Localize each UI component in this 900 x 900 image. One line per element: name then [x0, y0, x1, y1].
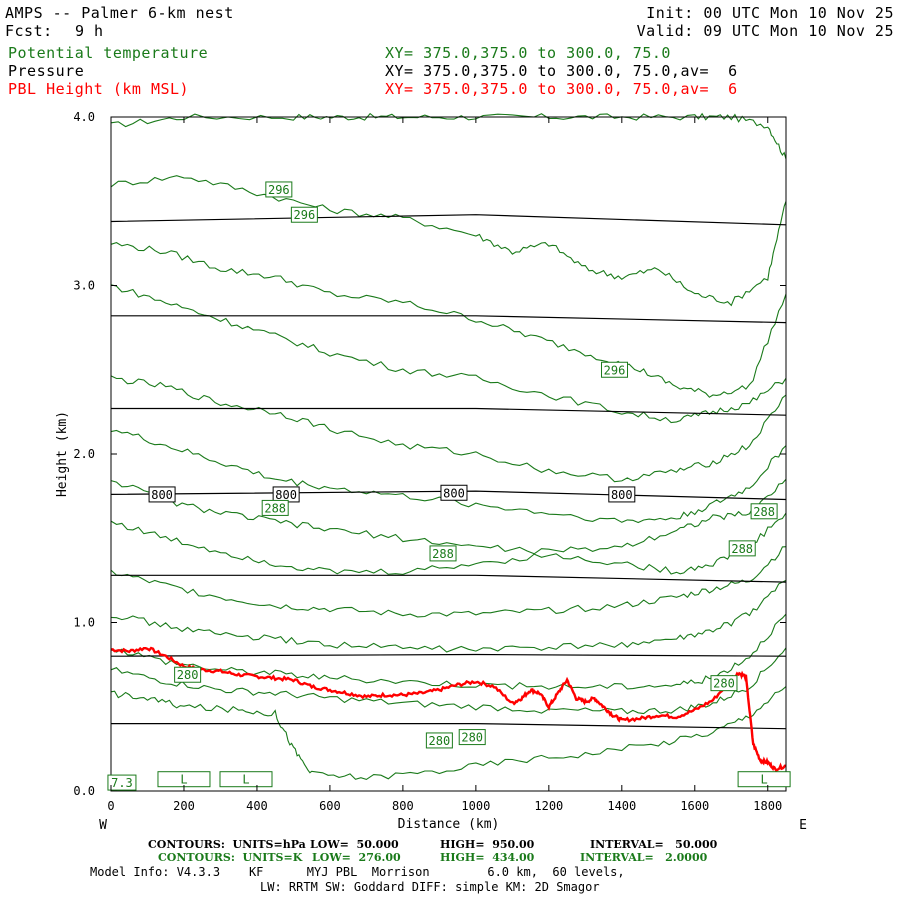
corner-label-box — [107, 774, 137, 791]
footer-hpa-high: HIGH= 950.00 — [440, 838, 535, 851]
low-label-box — [219, 771, 273, 788]
footer-model-info-2: LW: RRTM SW: Goddard DIFF: simple KM: 2D… — [260, 880, 600, 894]
chart-title: AMPS -- Palmer 6-km nest — [5, 4, 234, 22]
x-tick-label: 1200 — [534, 799, 563, 813]
low-label-box — [737, 771, 791, 788]
theta-label: 296 — [604, 363, 626, 377]
west-label: W — [99, 818, 107, 833]
pressure-label: 800 — [443, 486, 465, 500]
theta-label-box — [429, 545, 457, 562]
pressure-contour — [111, 407, 787, 416]
legend-pressure-name: Pressure — [8, 62, 85, 80]
pressure-label: 800 — [151, 488, 173, 502]
theta-contour — [110, 375, 787, 483]
x-tick-label: 800 — [392, 799, 414, 813]
x-tick-label: 0 — [107, 799, 114, 813]
low-label: L — [180, 773, 187, 787]
theta-label: 280 — [713, 677, 735, 691]
y-tick-label: 0.0 — [73, 784, 95, 798]
pressure-contour — [110, 490, 787, 501]
theta-contour — [110, 429, 787, 524]
theta-label: 288 — [432, 547, 454, 561]
valid-time: Valid: 09 UTC Mon 10 Nov 25 — [636, 22, 894, 40]
forecast-value: 9 h — [75, 22, 104, 40]
y-axis-title: Height (km) — [55, 411, 70, 497]
theta-contour — [110, 112, 787, 160]
theta-contour — [110, 242, 787, 398]
init-time: Init: 00 UTC Mon 10 Nov 25 — [646, 4, 894, 22]
theta-label-box — [750, 503, 778, 520]
pressure-contour — [111, 574, 787, 583]
theta-contour — [110, 647, 787, 715]
theta-label-box — [174, 666, 202, 683]
theta-label: 288 — [264, 501, 286, 515]
x-tick-label: 1800 — [753, 799, 782, 813]
corner-label: 7.3 — [111, 776, 133, 790]
theta-label-box — [728, 540, 756, 557]
pressure-label-box — [608, 486, 636, 503]
theta-label-box — [458, 729, 486, 746]
theta-label: 280 — [177, 668, 199, 682]
theta-label: 288 — [753, 505, 775, 519]
x-tick-label: 1600 — [680, 799, 709, 813]
footer-hpa-units: CONTOURS: UNITS=hPa — [148, 838, 306, 851]
footer-k-interval: INTERVAL= 2.0000 — [580, 851, 708, 864]
theta-label-box — [601, 361, 629, 378]
pressure-label: 800 — [275, 488, 297, 502]
theta-label: 280 — [461, 731, 483, 745]
pressure-label-box — [440, 484, 468, 501]
theta-label-box — [261, 499, 289, 516]
theta-contour — [110, 284, 787, 424]
theta-label-box — [425, 732, 453, 749]
footer-hpa-low: LOW= 50.000 — [310, 838, 399, 851]
x-tick-label: 1400 — [607, 799, 636, 813]
theta-contour — [110, 579, 787, 653]
legend-theta-xy: XY= 375.0,375.0 to 300.0, 75.0 — [385, 44, 671, 62]
theta-label-box — [290, 206, 318, 223]
pbl-height-line — [110, 646, 787, 772]
theta-label-box — [710, 675, 738, 692]
pressure-label: 800 — [611, 488, 633, 502]
legend-theta-name: Potential temperature — [8, 44, 209, 62]
theta-contour — [110, 546, 787, 618]
x-tick-label: 1000 — [461, 799, 490, 813]
y-tick-label: 4.0 — [73, 110, 95, 124]
theta-contour — [110, 478, 787, 555]
legend-pressure-xy: XY= 375.0,375.0 to 300.0, 75.0,av= 6 — [385, 62, 738, 80]
low-label: L — [760, 773, 767, 787]
forecast-label: Fcst: — [5, 22, 53, 40]
footer-k-low: LOW= 276.00 — [312, 851, 401, 864]
theta-label-box — [265, 181, 293, 198]
theta-label: 296 — [294, 208, 316, 222]
footer-k-high: HIGH= 434.00 — [440, 851, 535, 864]
footer-hpa-interval: INTERVAL= 50.000 — [590, 838, 718, 851]
footer-k-units: CONTOURS: UNITS=K — [158, 851, 303, 864]
pressure-label-box — [148, 486, 176, 503]
east-label: E — [799, 818, 807, 833]
pressure-contour — [110, 653, 787, 657]
x-tick-label: 200 — [173, 799, 195, 813]
legend-pbl-xy: XY= 375.0,375.0 to 300.0, 75.0,av= 6 — [385, 80, 738, 98]
theta-contour — [110, 175, 787, 307]
y-tick-label: 3.0 — [73, 279, 95, 293]
theta-label: 280 — [429, 734, 451, 748]
theta-contour — [110, 512, 787, 575]
x-tick-label: 600 — [319, 799, 341, 813]
pressure-contour — [110, 214, 787, 226]
x-tick-label: 400 — [246, 799, 268, 813]
plot-frame — [110, 116, 787, 792]
footer-model-info: Model Info: V4.3.3 KF MYJ PBL Morrison 6… — [90, 865, 625, 879]
y-tick-label: 1.0 — [73, 616, 95, 630]
pressure-contour — [111, 723, 787, 730]
theta-label: 296 — [268, 183, 290, 197]
pressure-contour — [111, 315, 787, 324]
theta-label: 288 — [731, 542, 753, 556]
x-axis-title: Distance (km) — [398, 817, 500, 832]
theta-contour — [110, 686, 787, 781]
y-tick-label: 2.0 — [73, 447, 95, 461]
low-label: L — [242, 773, 249, 787]
legend-pbl-name: PBL Height (km MSL) — [8, 80, 190, 98]
